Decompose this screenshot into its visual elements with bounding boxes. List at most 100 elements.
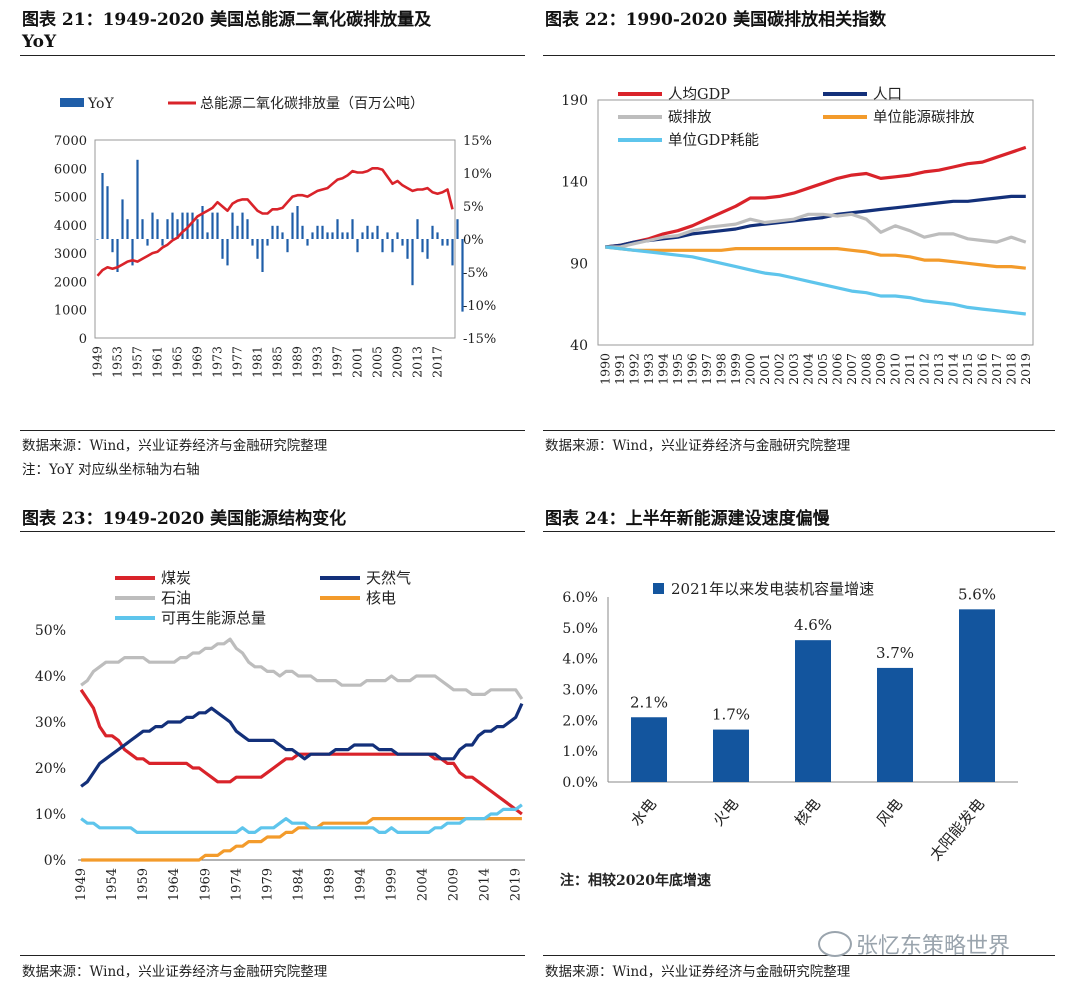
y-left-tick-2000: 2000 bbox=[54, 275, 87, 290]
yoy-bar bbox=[221, 239, 224, 259]
yoy-bar bbox=[426, 239, 429, 259]
plot-frame bbox=[94, 139, 456, 339]
chart-23-top-rule bbox=[20, 531, 525, 532]
y-tick-10pct: 10% bbox=[35, 807, 66, 823]
x-tick-1973: 1973 bbox=[210, 346, 225, 378]
yoy-bar bbox=[321, 225, 324, 239]
x-tick-2019: 2019 bbox=[509, 868, 524, 901]
yoy-bar bbox=[436, 232, 439, 239]
yoy-bar bbox=[286, 239, 289, 253]
yoy-bar bbox=[386, 232, 389, 239]
yoy-bar bbox=[371, 232, 374, 239]
x-tick-1984: 1984 bbox=[291, 868, 306, 901]
x-tick-1991: 1991 bbox=[612, 353, 627, 385]
yoy-bar bbox=[431, 225, 434, 239]
chart-24-note: 注：相较2020年底增速 bbox=[560, 873, 711, 889]
legend-swatch bbox=[653, 583, 664, 594]
x-tick-2001: 2001 bbox=[350, 346, 365, 378]
legend-label-2: 石油 bbox=[161, 589, 191, 607]
x-tick-1964: 1964 bbox=[167, 868, 182, 901]
yoy-bar bbox=[206, 232, 209, 239]
yoy-bar bbox=[406, 239, 409, 259]
yoy-bar bbox=[246, 219, 249, 239]
chart-23-title: 图表 23：1949-2020 美国能源结构变化 bbox=[22, 509, 347, 529]
chart-23-bottom-rule bbox=[20, 955, 525, 956]
legend-label-0: 人均GDP bbox=[668, 86, 730, 103]
chart-22-bottom-rule bbox=[543, 430, 1055, 431]
x-tick-1994: 1994 bbox=[655, 353, 670, 385]
yoy-bar bbox=[126, 219, 129, 239]
x-tick-2005: 2005 bbox=[370, 346, 385, 378]
series-line-3 bbox=[81, 817, 522, 862]
series-line-4 bbox=[80, 803, 523, 834]
bar-0 bbox=[631, 717, 667, 782]
y-left-tick-7000: 7000 bbox=[54, 134, 87, 149]
yoy-bar bbox=[216, 212, 219, 239]
yoy-bar bbox=[151, 212, 154, 239]
yoy-bar bbox=[156, 219, 159, 239]
y-left-tick-3000: 3000 bbox=[54, 247, 87, 262]
legend-yoy-swatch bbox=[60, 98, 84, 107]
chart-21-note: 注：YoY 对应纵坐标轴为右轴 bbox=[22, 462, 200, 478]
legend-label-1: 天然气 bbox=[366, 569, 411, 587]
yoy-bar bbox=[296, 206, 299, 239]
x-tick-2010: 2010 bbox=[887, 353, 902, 385]
x-tick-1949: 1949 bbox=[74, 868, 89, 901]
chart-21-plot: 0 1000 2000 3000 4000 5000 6000 7000 -15% -10% -5%… bbox=[54, 96, 496, 378]
series-line-3 bbox=[605, 245, 1026, 270]
x-tick-2013: 2013 bbox=[931, 353, 946, 385]
series-line-0 bbox=[605, 145, 1027, 249]
yoy-bar bbox=[146, 239, 149, 246]
yoy-bar bbox=[311, 232, 314, 239]
yoy-bar bbox=[356, 239, 359, 253]
x-tick-4: 太阳能发电 bbox=[926, 795, 988, 864]
y-right-tick-10pct: 10% bbox=[463, 167, 492, 182]
y-left-tick-6000: 6000 bbox=[54, 162, 87, 177]
x-tick-2009: 2009 bbox=[390, 346, 405, 378]
yoy-bar bbox=[226, 239, 229, 266]
legend-label-3: 单位能源碳排放 bbox=[873, 109, 975, 126]
data-label-1: 1.7% bbox=[712, 706, 750, 724]
data-label-0: 2.1% bbox=[630, 693, 668, 711]
yoy-bar bbox=[346, 232, 349, 239]
yoy-bar bbox=[181, 212, 184, 239]
legend-label-1: 人口 bbox=[873, 86, 902, 103]
y-left-tick-5000: 5000 bbox=[54, 191, 87, 206]
x-tick-2006: 2006 bbox=[829, 353, 844, 385]
yoy-bar bbox=[106, 186, 109, 239]
legend-label: 2021年以来发电装机容量增速 bbox=[671, 580, 874, 598]
yoy-bar bbox=[451, 239, 454, 266]
x-tick-2014: 2014 bbox=[478, 868, 493, 901]
x-tick-1: 火电 bbox=[709, 795, 742, 830]
x-tick-2015: 2015 bbox=[960, 353, 975, 385]
y-right-tick-m10pct: -10% bbox=[463, 299, 496, 314]
series-line-2 bbox=[605, 212, 1027, 249]
y-tick-40pct: 40% bbox=[35, 669, 66, 685]
y-tick-1m0pct: 1.0% bbox=[562, 744, 598, 760]
legend-yoy-label: YoY bbox=[87, 96, 114, 112]
yoy-bar bbox=[401, 239, 404, 246]
y-tick-140: 140 bbox=[561, 175, 588, 191]
y-left-tick-1000: 1000 bbox=[54, 304, 87, 319]
y-tick-50pct: 50% bbox=[35, 623, 66, 639]
yoy-bar bbox=[351, 219, 354, 239]
chart-21-bottom-rule bbox=[20, 430, 525, 431]
y-tick-20pct: 20% bbox=[35, 761, 66, 777]
x-tick-2011: 2011 bbox=[902, 353, 917, 385]
x-tick-1998: 1998 bbox=[713, 353, 728, 385]
yoy-bar bbox=[456, 219, 459, 239]
yoy-bar bbox=[301, 225, 304, 239]
series-line-2 bbox=[80, 637, 524, 700]
yoy-bar bbox=[326, 232, 329, 239]
x-tick-1949: 1949 bbox=[90, 346, 105, 378]
x-tick-1997: 1997 bbox=[699, 353, 714, 385]
series-line-4 bbox=[605, 245, 1026, 316]
yoy-bar bbox=[281, 232, 284, 239]
legend-label-4: 可再生能源总量 bbox=[161, 609, 266, 627]
yoy-bar bbox=[316, 225, 319, 239]
yoy-bar bbox=[241, 212, 244, 239]
x-tick-3: 风电 bbox=[873, 795, 906, 830]
y-right-tick-15pct: 15% bbox=[463, 134, 492, 149]
data-label-2: 4.6% bbox=[794, 616, 832, 634]
